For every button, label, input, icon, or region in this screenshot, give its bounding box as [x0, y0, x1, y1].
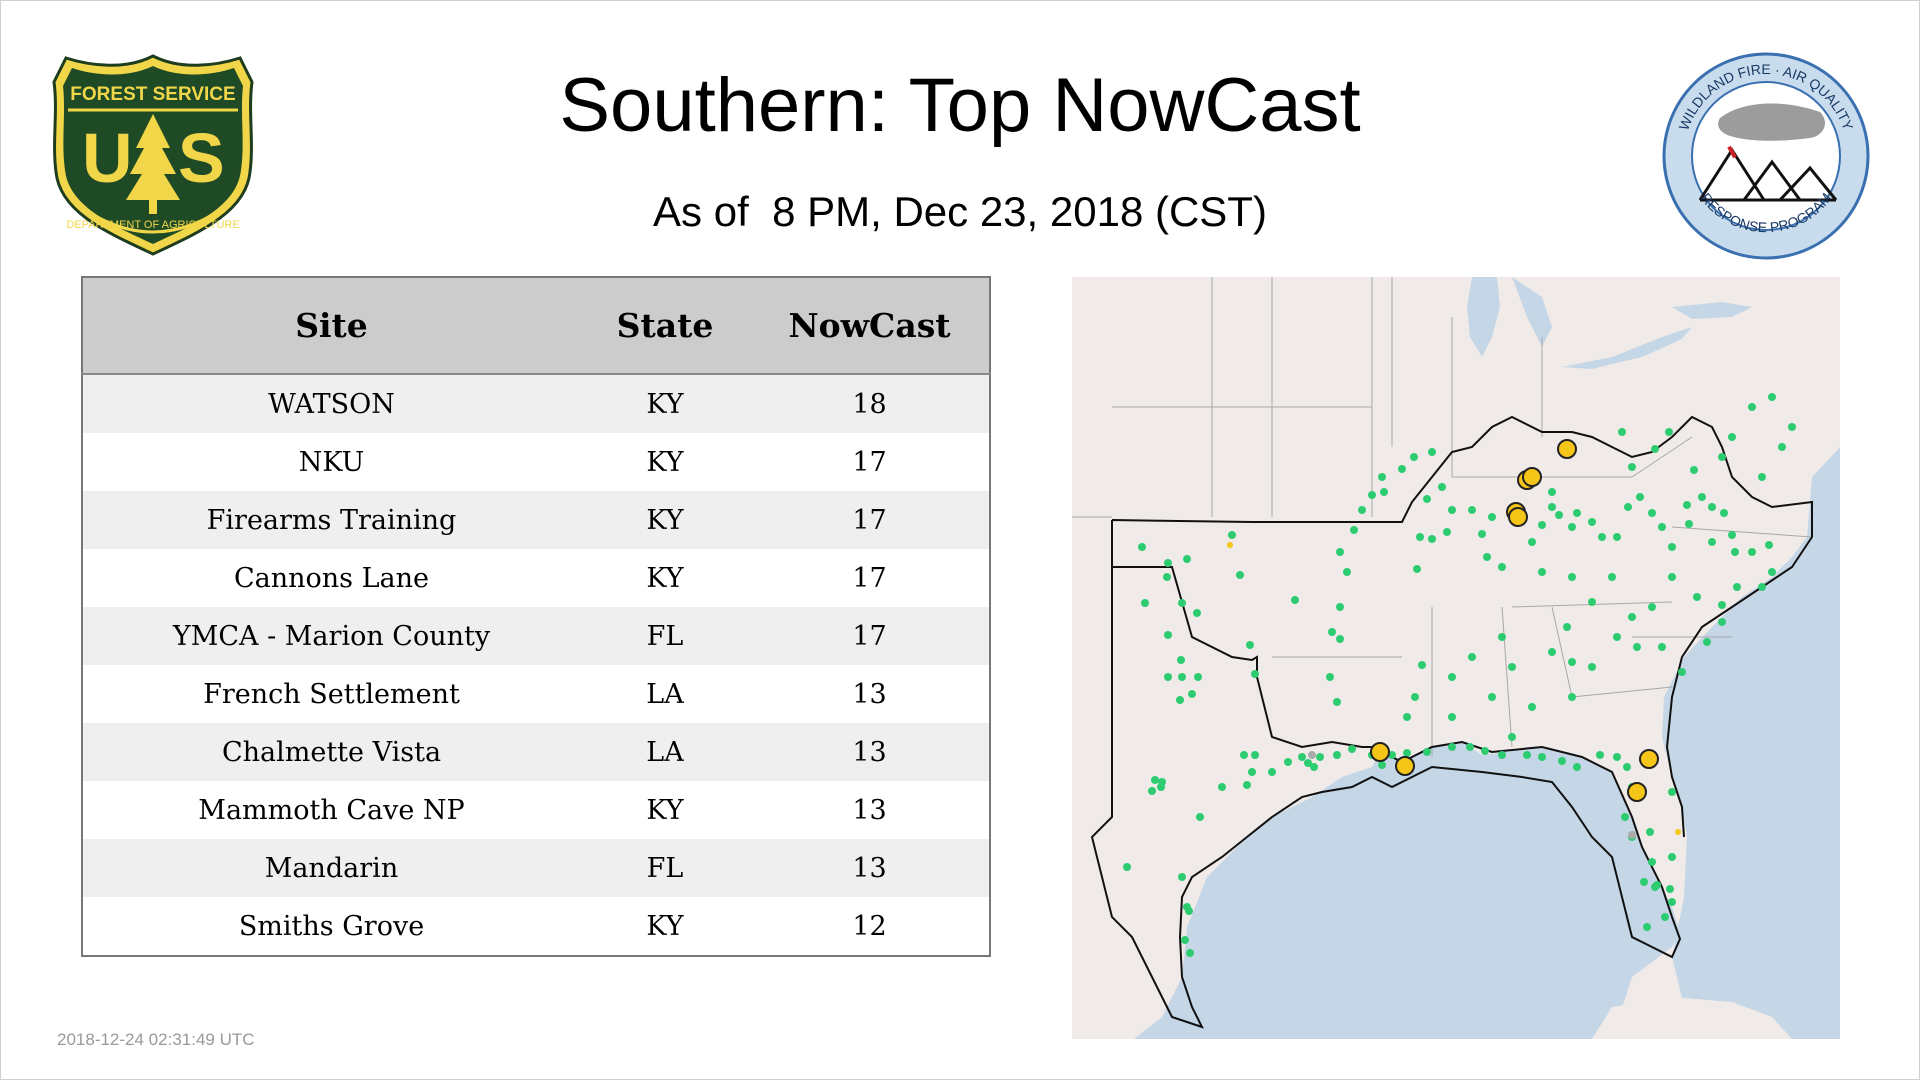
cell-nowcast: 13 [750, 665, 990, 723]
pine-tree-icon [126, 114, 180, 214]
column-header-site: Site [82, 277, 580, 375]
column-header-state: State [580, 277, 750, 375]
table-row: Cannons Lane KY 17 [82, 549, 990, 607]
logo-bottom-text: DEPARTMENT OF AGRICULTURE [66, 219, 239, 231]
cuba [1592, 997, 1792, 1039]
generated-timestamp: 2018-12-24 02:31:49 UTC [57, 1030, 255, 1049]
lake-michigan [1467, 277, 1500, 357]
table-row: WATSON KY 18 [82, 374, 990, 433]
cell-state: KY [580, 433, 750, 491]
column-header-nowcast: NowCast [750, 277, 990, 375]
cell-nowcast: 18 [750, 374, 990, 433]
lake-ontario [1672, 302, 1752, 319]
monitor-markers-good [1123, 393, 1796, 957]
table-header-row: Site State NowCast [82, 277, 990, 375]
forest-service-logo: FOREST SERVICE U S DEPARTMENT OF AGRICUL… [52, 54, 254, 256]
cell-nowcast: 13 [750, 723, 990, 781]
lake-huron [1512, 277, 1552, 347]
cell-nowcast: 17 [750, 491, 990, 549]
table-row: Mammoth Cave NP KY 13 [82, 781, 990, 839]
table-row: Smiths Grove KY 12 [82, 897, 990, 956]
monitor-markers-moderate [1370, 439, 1659, 802]
cell-site: Chalmette Vista [82, 723, 580, 781]
cell-nowcast: 17 [750, 433, 990, 491]
cell-nowcast: 17 [750, 607, 990, 665]
table-row: NKU KY 17 [82, 433, 990, 491]
cell-site: WATSON [82, 374, 580, 433]
cell-state: FL [580, 607, 750, 665]
cell-site: Smiths Grove [82, 897, 580, 956]
logo-letter-u: U [82, 119, 133, 197]
cell-state: FL [580, 839, 750, 897]
cell-site: Mandarin [82, 839, 580, 897]
top-nowcast-table: Site State NowCast WATSON KY 18 NKU KY 1… [81, 276, 991, 957]
page-subtitle: As of 8 PM, Dec 23, 2018 (CST) [653, 188, 1267, 235]
monitor-markers-moderate-small [1227, 542, 1681, 835]
gulf-of-mexico [1134, 742, 1680, 1039]
table-row: French Settlement LA 13 [82, 665, 990, 723]
cell-nowcast: 17 [750, 549, 990, 607]
cell-site: Cannons Lane [82, 549, 580, 607]
cell-state: LA [580, 723, 750, 781]
cell-site: Mammoth Cave NP [82, 781, 580, 839]
table-row: Chalmette Vista LA 13 [82, 723, 990, 781]
cell-site: French Settlement [82, 665, 580, 723]
cell-nowcast: 12 [750, 897, 990, 956]
page-title: Southern: Top NowCast [559, 63, 1361, 148]
wildland-fire-air-quality-logo: WILDLAND FIRE · AIR QUALITY RESPONSE PRO… [1662, 52, 1870, 260]
cell-state: KY [580, 374, 750, 433]
table-row: YMCA - Marion County FL 17 [82, 607, 990, 665]
atlantic-ocean [1662, 447, 1840, 1039]
cell-nowcast: 13 [750, 839, 990, 897]
cell-nowcast: 13 [750, 781, 990, 839]
cell-site: NKU [82, 433, 580, 491]
logo-top-text: FOREST SERVICE [70, 84, 235, 105]
cell-state: KY [580, 897, 750, 956]
cell-state: LA [580, 665, 750, 723]
cell-state: KY [580, 491, 750, 549]
monitor-markers-no-data [1308, 751, 1636, 839]
cell-state: KY [580, 781, 750, 839]
southern-region-map [1072, 277, 1840, 1039]
cell-state: KY [580, 549, 750, 607]
cell-site: YMCA - Marion County [82, 607, 580, 665]
cell-site: Firearms Training [82, 491, 580, 549]
table-row: Firearms Training KY 17 [82, 491, 990, 549]
southern-region-outline [1090, 415, 1813, 1029]
table-row: Mandarin FL 13 [82, 839, 990, 897]
logo-letter-s: S [178, 119, 225, 197]
